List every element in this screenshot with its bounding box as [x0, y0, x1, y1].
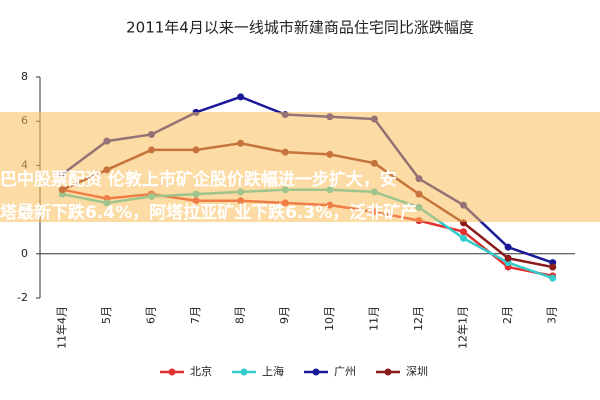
y-tick-label: 0: [21, 247, 28, 260]
x-tick-label: 12月: [412, 306, 425, 331]
legend-marker: [168, 368, 176, 376]
x-tick-label: 3月: [546, 306, 559, 324]
legend-label: 深圳: [406, 365, 428, 378]
y-tick-label: 8: [21, 70, 28, 83]
legend-label: 北京: [190, 364, 212, 378]
x-tick-label: 11年4月: [54, 306, 68, 349]
legend-marker: [240, 368, 248, 376]
x-tick-label: 10月: [323, 306, 336, 331]
x-tick-label: 11月: [367, 306, 380, 331]
legend-marker: [384, 368, 392, 376]
point: [504, 243, 512, 251]
x-tick-label: 6月: [144, 306, 157, 324]
legend-label: 上海: [262, 364, 284, 378]
point: [549, 274, 557, 282]
point: [237, 93, 245, 101]
legend-label: 广州: [334, 365, 356, 378]
x-tick-label: 12年1月: [456, 306, 470, 349]
point: [460, 234, 468, 242]
x-tick-label: 2月: [501, 306, 514, 324]
legend-marker: [312, 368, 320, 376]
x-tick-label: 7月: [189, 306, 202, 324]
overlay-text: 3%，泛非矿产下跌5.9%: [160, 229, 355, 250]
point: [549, 263, 557, 271]
overlay-band: [0, 112, 600, 222]
point: [504, 254, 512, 262]
x-tick-label: 9月: [278, 306, 291, 324]
point: [460, 228, 468, 236]
x-tick-label: 8月: [234, 306, 247, 324]
overlay-text: 塔最新下跌6.4%，阿塔拉亚矿业下跌6.3%，泛非矿产: [0, 202, 417, 223]
chart-title: 2011年4月以来一线城市新建商品住宅同比涨跌幅度: [126, 19, 474, 37]
x-tick-label: 5月: [100, 306, 113, 324]
y-tick-label: -2: [17, 291, 28, 304]
overlay-text: 巴中股票配资 伦敦上市矿企股价跌幅进一步扩大，安: [0, 169, 397, 190]
